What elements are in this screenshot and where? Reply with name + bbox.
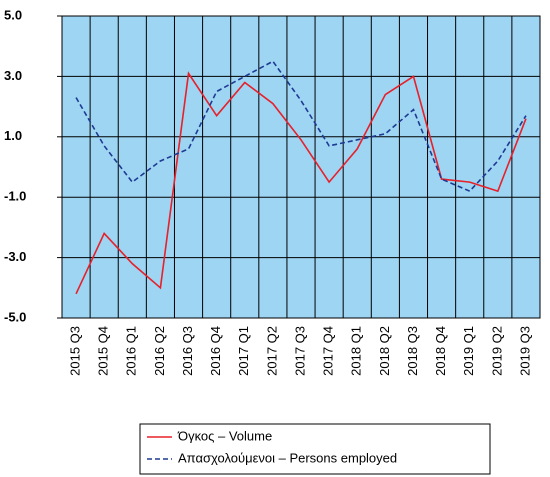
x-tick-label: 2018 Q4: [433, 326, 448, 376]
legend-label: Απασχολούμενοι – Persons employed: [178, 450, 397, 465]
y-tick-label: 1.0: [4, 128, 22, 143]
x-tick-label: 2017 Q3: [292, 326, 307, 376]
x-tick-label: 2017 Q1: [236, 326, 251, 376]
series-line: [75, 71, 527, 295]
y-tick-label: 3.0: [4, 68, 22, 83]
x-tick-label: 2016 Q4: [208, 326, 223, 376]
x-tick-label: 2018 Q1: [349, 326, 364, 376]
legend-box: [139, 423, 491, 475]
x-tick-label: 2018 Q3: [405, 326, 420, 376]
x-tick-label: 2016 Q2: [152, 326, 167, 376]
x-tick-label: 2016 Q1: [124, 326, 139, 376]
y-tick-label: 5.0: [4, 7, 22, 22]
x-tick-label: 2019 Q1: [461, 326, 476, 376]
plot-border: [61, 15, 541, 319]
y-tick-label: -1.0: [4, 189, 26, 204]
x-tick-label: 2015 Q4: [96, 326, 111, 376]
plot-area: [62, 16, 540, 318]
x-tick-label: 2017 Q4: [321, 326, 336, 376]
series-line: [75, 60, 527, 193]
x-tick-label: 2019 Q3: [517, 326, 532, 376]
x-tick-label: 2016 Q3: [180, 326, 195, 376]
legend-label: Όγκος – Volume: [177, 428, 272, 443]
y-tick-label: -3.0: [4, 249, 26, 264]
x-tick-label: 2015 Q3: [67, 326, 82, 376]
y-tick-label: -5.0: [4, 309, 26, 324]
x-tick-label: 2017 Q2: [264, 326, 279, 376]
x-tick-label: 2018 Q2: [377, 326, 392, 376]
x-tick-label: 2019 Q2: [489, 326, 504, 376]
